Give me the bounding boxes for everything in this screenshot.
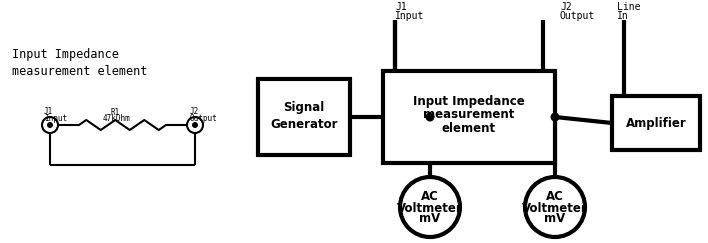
Text: Line: Line [617,2,641,12]
Text: J1: J1 [44,107,53,116]
Text: mV: mV [419,211,440,225]
Text: Input Impedance: Input Impedance [413,95,525,107]
Text: Input Impedance: Input Impedance [12,48,119,61]
Text: J1: J1 [395,2,407,12]
Text: In: In [617,11,629,21]
Bar [258,79,350,155]
Bar [383,71,555,163]
Text: Generator: Generator [270,119,338,131]
Text: Input: Input [44,114,67,123]
Circle shape [426,113,435,122]
Text: AC: AC [546,191,564,203]
Circle shape [551,113,559,122]
Text: measurement: measurement [423,109,515,122]
Text: Output: Output [560,11,595,21]
Text: R1: R1 [110,108,120,117]
Text: Signal: Signal [283,101,325,113]
Text: measurement element: measurement element [12,65,147,78]
Text: Amplifier: Amplifier [626,116,686,130]
Text: 47kOhm: 47kOhm [103,114,130,123]
Text: element: element [442,122,496,136]
Bar [612,96,700,150]
Text: mV: mV [544,211,566,225]
Text: Voltmeter: Voltmeter [397,201,463,215]
Text: J2: J2 [560,2,572,12]
Circle shape [192,122,198,128]
Text: Output: Output [190,114,218,123]
Text: Input: Input [395,11,424,21]
Text: AC: AC [421,191,439,203]
Text: Voltmeter: Voltmeter [522,201,588,215]
Text: J2: J2 [190,107,199,116]
Circle shape [47,122,53,128]
